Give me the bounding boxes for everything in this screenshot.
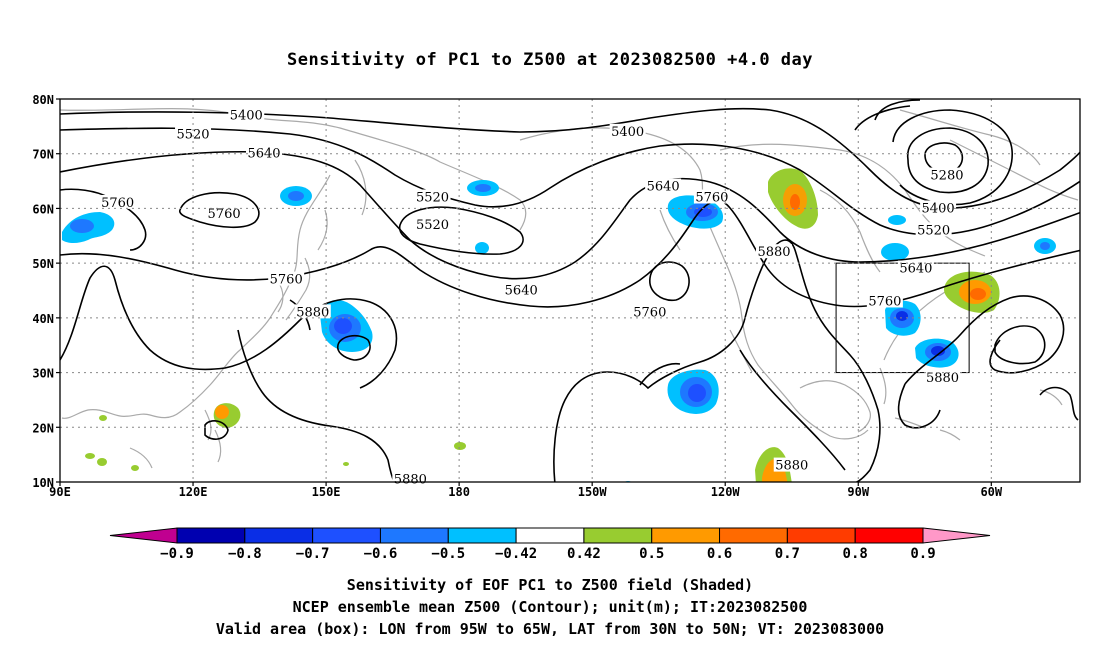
lat-tick-label: 50N xyxy=(32,257,54,271)
lat-tick-label: 60N xyxy=(32,202,54,216)
contour-label-bg xyxy=(866,293,903,308)
contour-label-bg xyxy=(631,304,668,319)
colorbar-swatch xyxy=(447,527,517,544)
colorbar-swatch xyxy=(651,527,721,544)
lat-tick-label: 30N xyxy=(32,367,54,381)
caption-line-3: Valid area (box): LON from 95W to 65W, L… xyxy=(215,620,885,638)
contour-label-bg xyxy=(228,107,265,122)
sensitivity-shading xyxy=(62,168,1056,482)
colorbar-label: −0.6 xyxy=(364,546,398,562)
colorbar-max-triangle xyxy=(922,527,991,544)
colorbar-label: 0.7 xyxy=(775,546,800,562)
contour-label: 5640 xyxy=(647,180,680,195)
colorbar: −0.9 −0.8 −0.7 −0.6 −0.5 −0.42 0.42 0.5 0.6 0.7 0.… xyxy=(109,527,991,562)
contour-label: 5280 xyxy=(930,169,963,184)
contour-label: 5640 xyxy=(899,262,932,277)
colorbar-swatch xyxy=(786,527,856,544)
contour-label-bg xyxy=(915,222,952,237)
contour-label-bg xyxy=(609,123,646,138)
contour-label-bg xyxy=(503,282,540,297)
colorbar-label: 0.6 xyxy=(707,546,732,562)
contour-label-bg xyxy=(756,244,792,259)
colorbar-swatch xyxy=(854,527,924,544)
lat-tick-label: 10N xyxy=(32,476,54,490)
contour-label: 5400 xyxy=(922,201,955,216)
colorbar-min-triangle xyxy=(109,527,178,544)
colorbar-swatch xyxy=(379,527,449,544)
lon-tick-label: 150E xyxy=(312,485,341,499)
contour-label-bg xyxy=(206,205,243,220)
colorbar-label: 0.42 xyxy=(567,546,601,562)
contour-label: 5760 xyxy=(208,207,241,222)
contour-label: 5760 xyxy=(868,294,901,309)
colorbar-swatch xyxy=(719,527,788,544)
contour-label-bg xyxy=(920,200,957,215)
caption-line-2: NCEP ensemble mean Z500 (Contour); unit(… xyxy=(292,598,808,616)
contour-label-bg xyxy=(693,189,730,204)
contour-label-bg xyxy=(773,457,810,472)
lat-tick-label: 70N xyxy=(32,148,54,162)
contour-label: 5400 xyxy=(611,125,644,140)
contour-label-bg xyxy=(99,194,136,209)
contour-labels: 5400 5520 5640 5760 5760 5520 5520 5400 5640 5760… xyxy=(99,107,965,487)
contour-label-bg xyxy=(414,216,451,231)
colorbar-swatch xyxy=(583,527,653,544)
map-grid xyxy=(60,99,1080,482)
contour-label: 5880 xyxy=(394,472,427,487)
contour-label: 5880 xyxy=(296,305,329,320)
contour-label: 5760 xyxy=(270,273,303,288)
lon-tick-label: 90W xyxy=(847,485,869,499)
colorbar-label: −0.42 xyxy=(495,546,537,562)
contour-label: 5760 xyxy=(633,305,666,320)
contour-label: 5400 xyxy=(230,108,263,123)
map-frame xyxy=(59,98,1081,483)
contour-label-bg xyxy=(645,178,682,193)
contour-label: 5520 xyxy=(416,218,449,233)
colorbar-label: −0.9 xyxy=(160,546,194,562)
chart-title: Sensitivity of PC1 to Z500 at 2023082500… xyxy=(286,50,813,70)
contour-label-bg xyxy=(928,167,965,182)
lon-tick-label: 120W xyxy=(711,485,741,499)
coastlines xyxy=(60,108,1079,469)
colorbar-swatch xyxy=(244,527,314,544)
contour-label-bg xyxy=(924,370,961,385)
contour-label: 5520 xyxy=(917,223,950,238)
contour-label: 5880 xyxy=(775,459,808,474)
lon-tick-label: 120E xyxy=(179,485,208,499)
lon-tick-label: 150W xyxy=(578,485,608,499)
lat-tick-label: 40N xyxy=(32,312,54,326)
colorbar-label: −0.7 xyxy=(296,546,330,562)
contour-label-bg xyxy=(246,145,282,160)
colorbar-label: 0.8 xyxy=(843,546,868,562)
captions: Sensitivity of EOF PC1 to Z500 field (Sh… xyxy=(0,574,1100,640)
lat-tick-label: 80N xyxy=(32,93,54,107)
contour-label: 5520 xyxy=(416,190,449,205)
contour-label-bg xyxy=(897,260,934,275)
colorbar-label: −0.8 xyxy=(228,546,262,562)
contour-label-bg xyxy=(268,271,305,286)
contour-label: 5880 xyxy=(926,371,959,386)
lat-tick-label: 20N xyxy=(32,421,54,435)
caption-line-1: Sensitivity of EOF PC1 to Z500 field (Sh… xyxy=(346,576,754,594)
colorbar-swatch xyxy=(515,527,585,544)
contour-label-bg xyxy=(175,126,212,141)
contour-label-bg xyxy=(294,304,331,319)
colorbar-swatch xyxy=(176,527,246,544)
colorbar-swatch xyxy=(312,527,381,544)
contour-label: 5880 xyxy=(757,245,790,260)
z500-contours xyxy=(60,99,1080,482)
colorbar-label: 0.5 xyxy=(639,546,664,562)
contour-label: 5760 xyxy=(695,190,728,205)
colorbar-label: −0.5 xyxy=(431,546,465,562)
contour-label-bg xyxy=(414,189,451,204)
contour-label: 5640 xyxy=(505,284,538,299)
lon-tick-label: 180 xyxy=(448,485,470,499)
lon-tick-label: 60W xyxy=(980,485,1002,499)
lon-tick-label: 90E xyxy=(49,485,71,499)
colorbar-label: 0.9 xyxy=(910,546,935,562)
contour-label: 5760 xyxy=(101,196,134,211)
